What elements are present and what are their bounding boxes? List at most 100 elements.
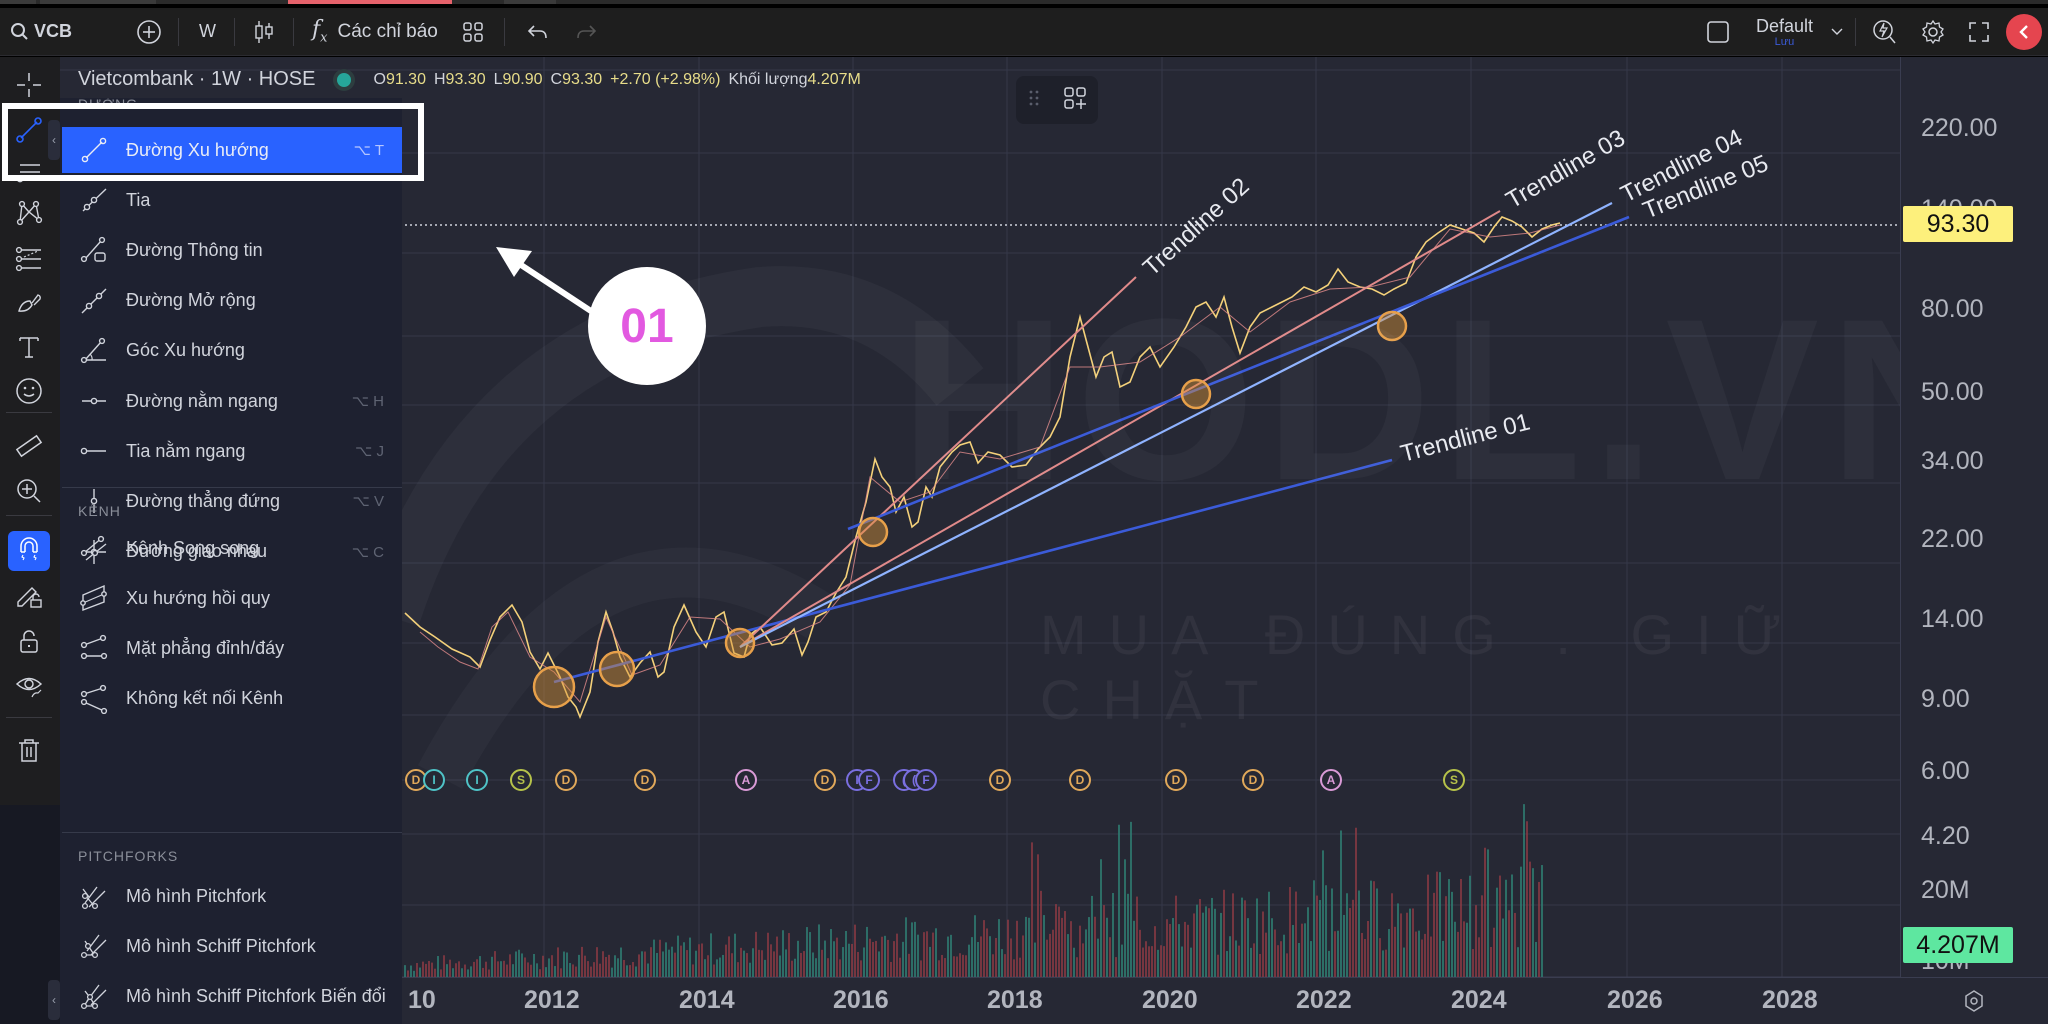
interval-button[interactable]: W [199, 8, 216, 56]
browser-tab[interactable] [288, 0, 452, 4]
pitchfork-icon [74, 881, 114, 911]
tool-fib-button[interactable] [8, 241, 50, 281]
tool-crosshair-button[interactable] [8, 67, 50, 107]
chart-type-button[interactable] [253, 8, 275, 56]
menu-item-label: Mô hình Schiff Pitchfork Biến đổi [126, 985, 386, 1006]
add-symbol-button[interactable] [136, 8, 162, 56]
menu-item-schiff-pitchfork[interactable]: Mô hình Schiff Pitchfork [62, 923, 402, 969]
event-marker[interactable]: I [466, 769, 488, 791]
menu-item-label: Tia nằm ngang [126, 440, 246, 461]
event-marker[interactable]: D [1242, 769, 1264, 791]
event-marker[interactable]: S [510, 769, 532, 791]
ohlc-high: H93.30 [433, 70, 486, 88]
templates-button[interactable] [462, 8, 484, 56]
time-axis-label: 2014 [679, 986, 735, 1014]
tool-trash-button[interactable] [8, 732, 50, 772]
add-to-favorites-icon[interactable] [1063, 86, 1086, 114]
trendline-icon [74, 135, 114, 165]
symbol-search-button[interactable]: VCB [10, 8, 72, 56]
shortcut-hint: ⌥ H [351, 393, 384, 410]
tool-pattern-button[interactable] [8, 195, 50, 235]
regression-trend-icon [74, 583, 114, 613]
menu-item-parallel-channel[interactable]: Kênh Song song [62, 525, 402, 571]
tool-lock-drawing-button[interactable] [8, 577, 50, 617]
menu-item-info-line[interactable]: Đường Thông tin [62, 227, 402, 273]
event-marker[interactable]: I [423, 769, 445, 791]
menu-item-ray[interactable]: Tia [62, 177, 402, 223]
browser-tab[interactable] [40, 0, 156, 4]
event-marker[interactable]: A [735, 769, 757, 791]
drag-handle-icon[interactable] [1029, 90, 1039, 111]
event-marker[interactable]: F [858, 769, 880, 791]
event-marker[interactable]: F [915, 769, 937, 791]
event-marker[interactable]: S [1443, 769, 1465, 791]
price-axis-label: 20M [1921, 876, 1970, 904]
tool-zoom-in-button[interactable] [8, 473, 50, 513]
separator [503, 17, 505, 46]
menu-item-cross-line[interactable]: Đường giao nhau ⌥ C [62, 529, 402, 575]
tool-brush-button[interactable] [8, 284, 50, 324]
lock-drawing-icon [14, 580, 44, 615]
tool-trendline-button[interactable] [8, 112, 50, 152]
multi-layout-button[interactable] [1706, 8, 1730, 56]
quick-search-button[interactable] [1872, 8, 1898, 56]
time-axis-label: 2028 [1762, 986, 1818, 1014]
collapse-menu-button[interactable]: ‹ [48, 120, 60, 160]
layout-save-label: Lưu [1774, 35, 1795, 48]
tool-magnet-button[interactable] [8, 531, 50, 571]
menu-item-horizontal-ray[interactable]: Tia nằm ngang ⌥ J [62, 428, 402, 474]
menu-item-extended-line[interactable]: Đường Mở rộng [62, 278, 402, 324]
menu-item-disjoint-channel[interactable]: Không kết nối Kênh [62, 676, 402, 722]
tool-lock-button[interactable] [8, 623, 50, 663]
tool-eye-button[interactable] [8, 668, 50, 708]
ohlc-close: C93.30 [550, 70, 603, 88]
undo-icon [527, 23, 549, 41]
price-axis-label: 14.00 [1921, 605, 1984, 633]
fullscreen-button[interactable] [1968, 8, 1990, 56]
menu-item-horizontal-line[interactable]: Đường nằm ngang ⌥ H [62, 378, 402, 424]
layout-dropdown[interactable] [1831, 8, 1843, 56]
menu-item-label: Mô hình Schiff Pitchfork [126, 935, 316, 956]
price-axis[interactable]: 220.00140.0080.0050.0034.0022.0014.009.0… [1900, 57, 2048, 977]
menu-item-vertical-line[interactable]: Đường thẳng đứng ⌥ V [62, 478, 402, 524]
browser-tab[interactable] [504, 0, 556, 4]
menu-item-modified-schiff-pitchfork[interactable]: Mô hình Schiff Pitchfork Biến đổi [62, 973, 402, 1019]
tool-ruler-button[interactable] [8, 428, 50, 468]
menu-item-trendline[interactable]: Đường Xu hướng ⌥ T [62, 127, 402, 173]
schiff-pitchfork-icon [74, 931, 114, 961]
layout-selector[interactable]: Default Lưu [1756, 8, 1813, 56]
event-marker[interactable]: D [1165, 769, 1187, 791]
settings-button[interactable] [1920, 8, 1946, 56]
indicators-button[interactable]: fx Các chỉ báo [312, 8, 438, 56]
eye-icon [14, 671, 44, 706]
collapse-panel-button[interactable] [2006, 8, 2042, 56]
menu-section-title: PITCHFORKS [78, 848, 179, 864]
price-axis-label: 220.00 [1921, 114, 1998, 142]
time-axis-label: 2018 [987, 986, 1043, 1014]
menu-item-flat-top-bottom[interactable]: Mặt phẳng đỉnh/đáy [62, 625, 402, 671]
browser-tab[interactable] [0, 0, 36, 4]
tool-emoji-button[interactable] [8, 373, 50, 413]
redo-button[interactable] [575, 8, 597, 56]
event-marker[interactable]: D [555, 769, 577, 791]
toolbar-divider [6, 515, 52, 516]
event-marker[interactable]: D [814, 769, 836, 791]
shortcut-hint: ⌥ V [352, 493, 384, 511]
line-tools-menu: ĐƯỜNG Đường Xu hướng ⌥ T Tia Đường Thông tin… [60, 98, 402, 1024]
info-line-icon [74, 235, 114, 265]
tool-text-button[interactable] [8, 329, 50, 369]
event-marker[interactable]: D [989, 769, 1011, 791]
menu-item-regression-trend[interactable]: Xu hướng hồi quy [62, 575, 402, 621]
menu-item-pitchfork[interactable]: Mô hình Pitchfork [62, 873, 402, 919]
highlight-annotation-box [2, 103, 424, 181]
horizontal-ray-icon [74, 436, 114, 466]
menu-item-trend-angle[interactable]: Góc Xu hướng [62, 328, 402, 374]
event-marker[interactable]: D [1069, 769, 1091, 791]
event-marker[interactable]: D [634, 769, 656, 791]
event-marker[interactable]: A [1320, 769, 1342, 791]
axis-settings-icon[interactable] [1964, 990, 1984, 1017]
undo-button[interactable] [527, 8, 549, 56]
collapse-toolbar-button[interactable]: ‹ [48, 980, 60, 1020]
menu-item-label: Góc Xu hướng [126, 340, 245, 361]
market-status-dot [337, 72, 352, 87]
